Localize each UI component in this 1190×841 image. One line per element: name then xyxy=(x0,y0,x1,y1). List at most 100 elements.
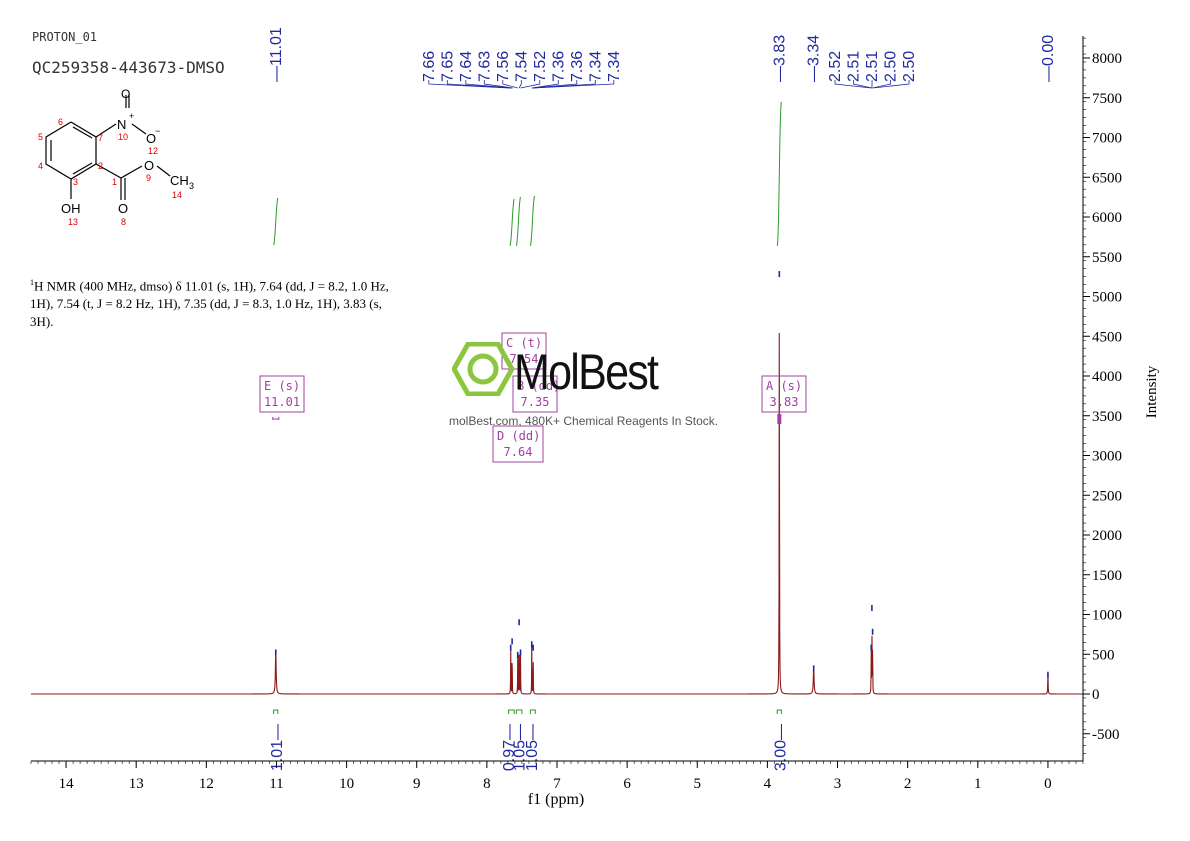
multiplet-label: A (s) xyxy=(766,379,802,393)
integral-trace xyxy=(273,197,279,246)
experiment-name: PROTON_01 xyxy=(32,30,98,44)
integral-value: 3.00— xyxy=(772,724,789,771)
multiplet-label: E (s) xyxy=(264,379,300,393)
multiplet-shift: 3.83 xyxy=(770,395,799,409)
integral-bracket xyxy=(273,709,279,714)
y-tick-label: 8000 xyxy=(1092,51,1122,67)
peak-label: 7.63 xyxy=(476,51,493,82)
y-tick-label: 6500 xyxy=(1092,170,1122,186)
peak-label: 7.36 xyxy=(550,51,567,82)
nucleus-superscript: 1 xyxy=(30,278,34,287)
peak-labels: —11.01 7.66 7.65 7.64 7.63 7.56 7.54 7.52 7.36 7.… xyxy=(268,27,1057,89)
x-tick-label: 5 xyxy=(694,776,702,792)
x-tick-label: 7 xyxy=(553,776,561,792)
peak-label: 7.36 xyxy=(569,51,586,82)
watermark-subtitle: molBest.com, 480K+ Chemical Reagents In … xyxy=(449,414,719,428)
atom-o-charge: − xyxy=(155,126,160,136)
y-tick-label: 500 xyxy=(1092,647,1115,663)
peak-label: —3.83 xyxy=(771,35,788,82)
peak-label-connector xyxy=(872,80,910,89)
x-tick-label: 10 xyxy=(339,776,354,792)
x-tick-label: 1 xyxy=(974,776,982,792)
peak-label-connector xyxy=(520,80,541,89)
integral-value: 1.01— xyxy=(269,724,286,771)
atom-o-nitro-top: O xyxy=(121,87,130,101)
peak-label: 2.50 xyxy=(901,51,918,82)
multiplet-shift: 7.54 xyxy=(510,352,539,366)
multiplet-box xyxy=(761,375,807,413)
atom-num-1: 1 xyxy=(112,177,117,187)
x-tick-label: 11 xyxy=(269,776,283,792)
nmr-description: 1H NMR (400 MHz, dmso) δ 11.01 (s, 1H), … xyxy=(30,274,420,331)
x-tick-label: 8 xyxy=(483,776,491,792)
atom-num-13: 13 xyxy=(68,217,78,227)
atom-ch: CH xyxy=(170,173,189,188)
multiplet-shift: 11.01 xyxy=(264,395,300,409)
atom-num-10: 10 xyxy=(118,132,128,142)
peak-label-connector xyxy=(533,80,615,89)
atom-num-5: 5 xyxy=(38,132,43,142)
atom-n-charge: + xyxy=(129,111,134,121)
peak-label: 7.54 xyxy=(513,51,530,82)
x-tick-label: 6 xyxy=(623,776,631,792)
y-tick-label: 3500 xyxy=(1092,409,1122,425)
spectrum-line xyxy=(31,333,1083,695)
multiplet-box xyxy=(259,375,305,413)
y-tick-label: 3000 xyxy=(1092,449,1122,465)
watermark-logo-text: MolBest xyxy=(514,344,659,400)
atom-o-ester: O xyxy=(144,158,154,173)
peak-label: 2.52 xyxy=(827,51,844,82)
x-tick-label: 2 xyxy=(904,776,912,792)
y-tick-label: 4500 xyxy=(1092,329,1122,345)
x-tick-label: 3 xyxy=(834,776,842,792)
integral-trace xyxy=(515,196,521,247)
y-tick-label: 5500 xyxy=(1092,250,1122,266)
atom-num-7: 7 xyxy=(98,133,103,143)
x-axis-label: f1 (ppm) xyxy=(528,791,584,808)
peak-label-connector xyxy=(531,80,559,89)
y-tick-label: 4000 xyxy=(1092,369,1122,385)
peak-label-connector xyxy=(483,80,513,89)
peak-label: 7.64 xyxy=(458,51,475,82)
atom-o-carbonyl: O xyxy=(118,201,128,216)
peak-label-connector xyxy=(853,80,872,89)
peak-label-connector xyxy=(428,80,511,89)
y-tick-label: 2000 xyxy=(1092,528,1122,544)
peak-label: 7.56 xyxy=(495,51,512,82)
peak-label: 7.52 xyxy=(532,51,549,82)
y-tick-label: 5000 xyxy=(1092,290,1122,306)
y-tick-label: 7500 xyxy=(1092,91,1122,107)
atom-num-14: 14 xyxy=(172,190,182,200)
multiplet-label: C (t) xyxy=(506,336,542,350)
multiplet-shift: 7.35 xyxy=(521,395,550,409)
y-tick-label: 1500 xyxy=(1092,568,1122,584)
peak-label-connector xyxy=(502,80,518,89)
atom-num-6: 6 xyxy=(58,117,63,127)
spectrum-layer xyxy=(31,271,1083,695)
peak-label: 2.51 xyxy=(846,51,863,82)
integral-trace xyxy=(529,195,535,247)
peak-label: 7.66 xyxy=(421,51,438,82)
axes: 14 13 12 11 10 9 8 7 6 5 4 3 2 1 080007500700065006000… xyxy=(30,36,1122,792)
integral-bracket xyxy=(508,709,515,714)
integral-bracket xyxy=(776,709,782,714)
peak-label: 7.34 xyxy=(606,51,623,82)
atom-o-nitro-side: O xyxy=(146,131,156,146)
atom-num-2: 2 xyxy=(98,161,103,171)
multiplet-marker xyxy=(272,417,280,420)
multiplet-boxes: E (s) 11.01 C (t) 7.54 B (dd) 7.35 D (dd) 7.64 A… xyxy=(259,332,807,463)
chemical-structure: O N + 10 O − 12 7 6 5 4 3 2 1 O 9 CH 3 1… xyxy=(38,87,194,227)
x-tick-label: 12 xyxy=(199,776,214,792)
atom-oh: OH xyxy=(61,201,81,216)
integral-value: 1.05— xyxy=(524,724,541,771)
x-tick-label: 13 xyxy=(129,776,144,792)
y-tick-label: 2500 xyxy=(1092,488,1122,504)
peak-label-connector xyxy=(834,80,872,89)
atom-n: N xyxy=(117,117,126,132)
multiplet-label: B (dd) xyxy=(517,379,560,393)
multiplet-box xyxy=(492,425,544,463)
x-tick-label: 9 xyxy=(413,776,421,792)
peak-label-connector xyxy=(531,80,578,89)
peak-label: 7.65 xyxy=(439,51,456,82)
